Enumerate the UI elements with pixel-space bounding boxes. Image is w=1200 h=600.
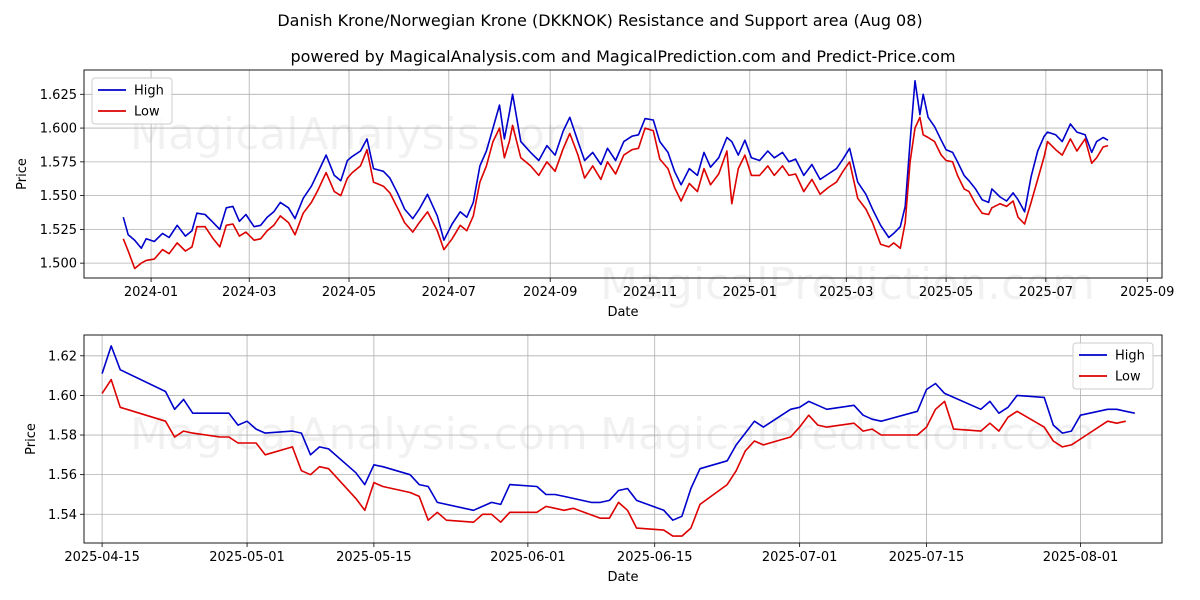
x-tick-label: 2024-01 [124,285,178,300]
y-tick-label: 1.600 [40,122,77,137]
x-axis-label: Date [607,570,638,585]
x-tick-label: 2024-03 [222,285,276,300]
legend: High Low [1072,342,1154,390]
axes-frame [83,334,1163,544]
x-tick-label: 2024-07 [422,285,476,300]
x-tick-label: 2025-05-01 [209,550,285,565]
x-tick-label: 2025-01 [723,285,777,300]
x-tick-label: 2025-03 [819,285,873,300]
legend: High Low [91,77,173,125]
x-tick-label: 2025-07 [1019,285,1073,300]
watermark: MagicalPrediction.com [600,259,1095,310]
series-line-high [122,80,1109,250]
watermark: MagicalPrediction.com [600,409,1095,460]
series-line-high [101,345,1135,521]
y-tick-label: 1.56 [48,468,77,483]
x-tick-label: 2025-06-15 [617,550,693,565]
legend-label-low: Low [134,105,160,120]
y-tick-label: 1.525 [40,223,77,238]
x-tick-label: 2024-09 [523,285,577,300]
x-tick-label: 2024-11 [623,285,677,300]
x-tick-label: 2025-05 [919,285,973,300]
y-tick-label: 1.62 [48,349,77,364]
y-axis-label: Price [15,158,30,190]
x-tick-label: 2025-08-01 [1043,550,1119,565]
legend-label-high: High [134,84,164,99]
legend-label-low: Low [1115,370,1141,385]
series-line-low [101,378,1126,537]
x-tick-label: 2025-04-15 [64,550,140,565]
x-tick-label: 2025-06-01 [490,550,566,565]
bottom-panel: MagicalAnalysis.com MagicalPrediction.com… [24,334,1163,585]
y-tick-label: 1.58 [48,429,77,444]
y-tick-label: 1.54 [48,508,77,523]
y-axis-label: Price [24,423,39,455]
grid [84,70,1162,278]
y-tick-label: 1.500 [40,257,77,272]
x-tick-label: 2025-09 [1120,285,1174,300]
x-tick-label: 2025-07-15 [889,550,965,565]
series-line-low [122,116,1109,270]
legend-label-high: High [1115,349,1145,364]
chart-subtitle: powered by MagicalAnalysis.com and Magic… [290,47,955,66]
x-tick-label: 2025-07-01 [762,550,838,565]
y-tick-label: 1.625 [40,88,77,103]
x-tick-label: 2025-05-15 [336,550,412,565]
chart-title: Danish Krone/Norwegian Krone (DKKNOK) Re… [277,11,922,30]
top-panel: MagicalAnalysis.comMagicalPrediction.com… [15,69,1174,320]
y-tick-label: 1.575 [40,155,77,170]
y-tick-label: 1.550 [40,189,77,204]
axes-frame [83,69,1163,279]
grid [84,335,1162,543]
x-tick-label: 2024-05 [322,285,376,300]
x-axis-label: Date [607,305,638,320]
y-tick-label: 1.60 [48,389,77,404]
